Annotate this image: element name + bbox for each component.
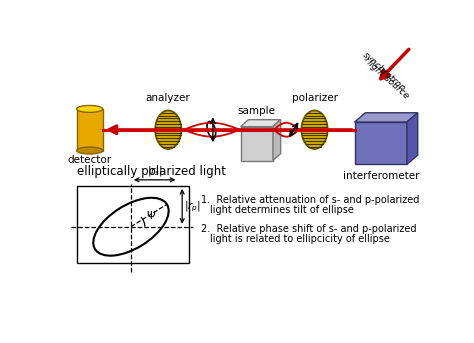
Text: 2.  Relative phase shift of s- and p-polarized: 2. Relative phase shift of s- and p-pola… xyxy=(201,224,416,234)
Text: sample: sample xyxy=(238,106,276,116)
Text: Ψ: Ψ xyxy=(146,211,155,221)
Polygon shape xyxy=(77,109,103,151)
Text: $|r_p|$: $|r_p|$ xyxy=(184,199,201,214)
Ellipse shape xyxy=(77,105,103,113)
Text: detector: detector xyxy=(68,155,112,165)
Text: elliptically polarized light: elliptically polarized light xyxy=(77,165,227,178)
Text: light determines tilt of ellipse: light determines tilt of ellipse xyxy=(210,205,354,215)
Polygon shape xyxy=(355,113,418,122)
Text: polarizer: polarizer xyxy=(292,93,337,103)
Polygon shape xyxy=(407,113,418,164)
Text: light source: light source xyxy=(365,58,411,100)
Text: 1.  Relative attenuation of s- and p-polarized: 1. Relative attenuation of s- and p-pola… xyxy=(201,195,419,205)
Polygon shape xyxy=(241,127,273,161)
Text: light is related to ellipcicity of ellipse: light is related to ellipcicity of ellip… xyxy=(210,234,390,245)
Text: $|r_s|$: $|r_s|$ xyxy=(146,164,163,178)
Text: analyzer: analyzer xyxy=(146,93,191,103)
Ellipse shape xyxy=(77,147,103,154)
Ellipse shape xyxy=(301,110,328,149)
Polygon shape xyxy=(273,120,281,161)
Polygon shape xyxy=(355,122,407,164)
Bar xyxy=(77,186,189,263)
Text: synchrotron: synchrotron xyxy=(361,50,407,94)
Ellipse shape xyxy=(207,121,216,138)
Polygon shape xyxy=(241,120,281,127)
Ellipse shape xyxy=(155,110,182,149)
Text: interferometer: interferometer xyxy=(343,170,419,180)
